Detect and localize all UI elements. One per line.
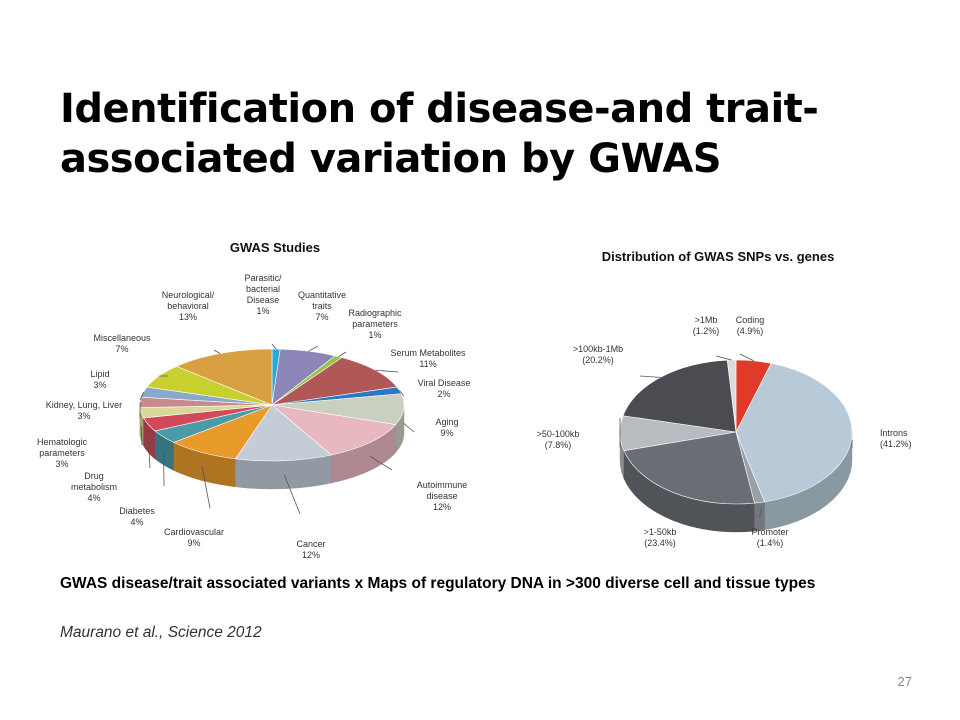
gwas-label-autoimmune: Autoimmune disease 12%: [417, 480, 468, 512]
gwas-title: GWAS Studies: [230, 240, 320, 255]
snp-label-introns: Introns (41.2%): [880, 428, 912, 449]
page-number: 27: [897, 674, 912, 689]
snp-slice-1mb: [726, 359, 737, 433]
gwas-leader-line: [147, 438, 151, 469]
gwas-label-cardiovascular: Cardiovascular 9%: [164, 527, 224, 548]
snp-label-1mb: >1Mb (1.2%): [693, 315, 720, 336]
snp-label-1-50kb: >1-50kb (23.4%): [644, 527, 677, 548]
gwas-leader-line: [399, 390, 405, 397]
gwas-label-kidney-lung-liver: Kidney, Lung, Liver 3%: [46, 400, 122, 421]
snp-label-coding: Coding (4.9%): [736, 315, 765, 336]
gwas-leader-line: [140, 426, 143, 446]
gwas-leader-line: [271, 343, 277, 350]
snp-leader-line: [759, 507, 763, 517]
snp-leader-line: [739, 353, 754, 362]
gwas-label-miscellaneous: Miscellaneous 7%: [93, 333, 151, 354]
gwas-label-lipid: Lipid 3%: [90, 369, 109, 390]
gwas-slice-autoimmune: [270, 404, 397, 456]
gwas-label-diabetes: Diabetes 4%: [119, 506, 155, 527]
citation: Maurano et al., Science 2012: [60, 624, 262, 641]
snp-title: Distribution of GWAS SNPs vs. genes: [602, 249, 835, 264]
gwas-leader-line: [201, 466, 211, 509]
charts-canvas: Parasitic/bacterial Disease 1% Quantitative…: [37, 240, 912, 560]
gwas-leader-line: [308, 345, 319, 352]
gwas-label-serum-metabolites: Serum Metabolites 11%: [390, 348, 466, 369]
snp-label-50-100kb: >50-100kb (7.8%): [537, 429, 580, 450]
gwas-label-hematologic: Hematologic parameters 3%: [37, 437, 88, 469]
snp-label-promoter: Promoter (1.4%): [751, 527, 788, 548]
snp-leader-line: [672, 503, 691, 507]
caption: GWAS disease/trait associated variants x…: [60, 575, 816, 592]
gwas-label-radiographic: Radiographic parameters 1%: [348, 308, 402, 340]
gwas-leader-line: [370, 456, 393, 471]
gwas-slice-cancer: [235, 404, 333, 462]
gwas-label-parasitic: Parasitic/bacterial Disease 1%: [244, 273, 282, 316]
gwas-label-quantitative: Quantitative traits 7%: [298, 290, 346, 322]
gwas-leader-line: [403, 423, 415, 433]
gwas-label-aging: Aging 9%: [435, 417, 458, 438]
snp-distribution-pie-chart: Coding (4.9%) Introns (41.2%) Promoter (1.4%)…: [537, 249, 912, 548]
gwas-label-drug: Drug metabolism 4%: [71, 471, 117, 503]
gwas-leader-line: [338, 351, 347, 357]
gwas-leader-line: [283, 474, 301, 515]
snp-leader-line: [639, 375, 661, 378]
snp-leader-line: [715, 355, 732, 361]
gwas-label-viral-disease: Viral Disease 2%: [418, 378, 471, 399]
gwas-leader-line: [213, 349, 221, 354]
gwas-label-neurological: Neurological/behavioral 13%: [162, 290, 215, 322]
gwas-label-cancer: Cancer 12%: [296, 539, 325, 560]
snp-slice-100kb-1mb: [622, 359, 737, 433]
gwas-studies-pie-chart: Parasitic/bacterial Disease 1% Quantitative…: [37, 240, 470, 560]
slide-title: Identification of disease-and trait-asso…: [60, 86, 819, 182]
snp-slice-1-50kb: [623, 431, 755, 505]
gwas-leader-line: [139, 391, 144, 401]
snp-slice-introns: [735, 363, 853, 503]
gwas-leader-line: [375, 369, 399, 373]
snp-label-100kb-1mb: >100kb-1Mb (20.2%): [573, 344, 623, 365]
